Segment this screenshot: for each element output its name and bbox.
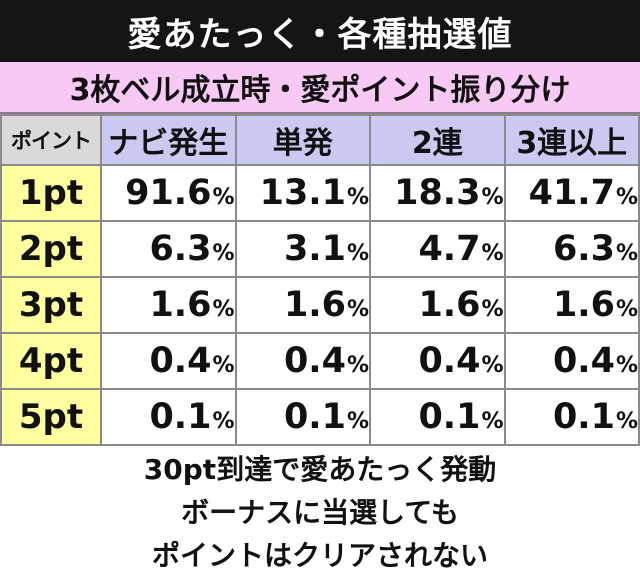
table-row: 3pt 1.6% 1.6% 1.6% 1.6% <box>0 276 640 334</box>
table-row: 4pt 0.4% 0.4% 0.4% 0.4% <box>0 332 640 390</box>
value-cell: 6.3% <box>100 220 237 278</box>
value: 18.3 <box>394 173 481 213</box>
unit-label: % <box>212 297 235 322</box>
unit-label: % <box>615 241 638 266</box>
unit-label: % <box>346 353 369 378</box>
unit-label: % <box>481 241 504 266</box>
value-cell: 0.1% <box>503 388 640 446</box>
table-subtitle: 3枚ベル成立時・愛ポイント振り分け <box>0 62 640 114</box>
value-cell: 1.6% <box>100 276 237 334</box>
value: 0.4 <box>552 341 615 381</box>
column-header: 3連以上 <box>503 114 640 166</box>
table-header-row: ポイント ナビ発生 単発 2連 3連以上 <box>0 114 640 166</box>
value-cell: 1.6% <box>234 276 371 334</box>
value-cell: 3.1% <box>234 220 371 278</box>
unit-label: % <box>481 409 504 434</box>
column-header: 2連 <box>369 114 506 166</box>
unit-label: % <box>481 353 504 378</box>
value-cell: 41.7% <box>503 164 640 222</box>
value: 0.1 <box>552 397 615 437</box>
unit-label: % <box>212 241 235 266</box>
value-cell: 0.1% <box>234 388 371 446</box>
footnote: 30pt到達で愛あたっく発動 ボーナスに当選しても ポイントはクリアされない <box>0 448 640 577</box>
column-header: ナビ発生 <box>100 114 237 166</box>
row-header: 4pt <box>0 332 102 390</box>
value-cell: 13.1% <box>234 164 371 222</box>
value-cell: 0.1% <box>369 388 506 446</box>
value: 4.7 <box>418 229 481 269</box>
table-row: 5pt 0.1% 0.1% 0.1% 0.1% <box>0 388 640 446</box>
corner-header: ポイント <box>0 114 102 166</box>
row-header: 2pt <box>0 220 102 278</box>
value: 0.4 <box>418 341 481 381</box>
value-cell: 0.4% <box>369 332 506 390</box>
unit-label: % <box>615 297 638 322</box>
row-header: 1pt <box>0 164 102 222</box>
unit-label: % <box>481 297 504 322</box>
value-cell: 0.4% <box>100 332 237 390</box>
value-cell: 6.3% <box>503 220 640 278</box>
value: 91.6 <box>125 173 212 213</box>
unit-label: % <box>212 185 235 210</box>
page-title: 愛あたっく・各種抽選値 <box>0 0 640 62</box>
unit-label: % <box>615 409 638 434</box>
point-distribution-table: ポイント ナビ発生 単発 2連 3連以上 1pt 91.6% 13.1% 18.… <box>0 114 640 446</box>
value: 0.4 <box>149 341 212 381</box>
value: 6.3 <box>149 229 212 269</box>
unit-label: % <box>212 409 235 434</box>
footnote-line: 30pt到達で愛あたっく発動 <box>143 453 497 486</box>
value: 13.1 <box>259 173 346 213</box>
row-header: 3pt <box>0 276 102 334</box>
unit-label: % <box>346 409 369 434</box>
value: 0.1 <box>149 397 212 437</box>
value-cell: 1.6% <box>503 276 640 334</box>
footnote-line: ポイントはクリアされない <box>151 539 488 572</box>
value: 1.6 <box>552 285 615 325</box>
unit-label: % <box>346 297 369 322</box>
unit-label: % <box>615 353 638 378</box>
value: 6.3 <box>552 229 615 269</box>
value: 0.4 <box>283 341 346 381</box>
unit-label: % <box>615 185 638 210</box>
unit-label: % <box>346 241 369 266</box>
unit-label: % <box>346 185 369 210</box>
footnote-line: ボーナスに当選しても <box>181 496 459 529</box>
value-cell: 0.4% <box>234 332 371 390</box>
value: 41.7 <box>528 173 615 213</box>
table-row: 2pt 6.3% 3.1% 4.7% 6.3% <box>0 220 640 278</box>
value-cell: 4.7% <box>369 220 506 278</box>
unit-label: % <box>212 353 235 378</box>
column-header: 単発 <box>234 114 371 166</box>
value-cell: 18.3% <box>369 164 506 222</box>
row-header: 5pt <box>0 388 102 446</box>
value-cell: 91.6% <box>100 164 237 222</box>
value-cell: 0.1% <box>100 388 237 446</box>
value: 0.1 <box>418 397 481 437</box>
table-row: 1pt 91.6% 13.1% 18.3% 41.7% <box>0 164 640 222</box>
value: 1.6 <box>149 285 212 325</box>
value: 1.6 <box>418 285 481 325</box>
unit-label: % <box>481 185 504 210</box>
value: 0.1 <box>283 397 346 437</box>
value: 3.1 <box>283 229 346 269</box>
value: 1.6 <box>283 285 346 325</box>
value-cell: 0.4% <box>503 332 640 390</box>
value-cell: 1.6% <box>369 276 506 334</box>
